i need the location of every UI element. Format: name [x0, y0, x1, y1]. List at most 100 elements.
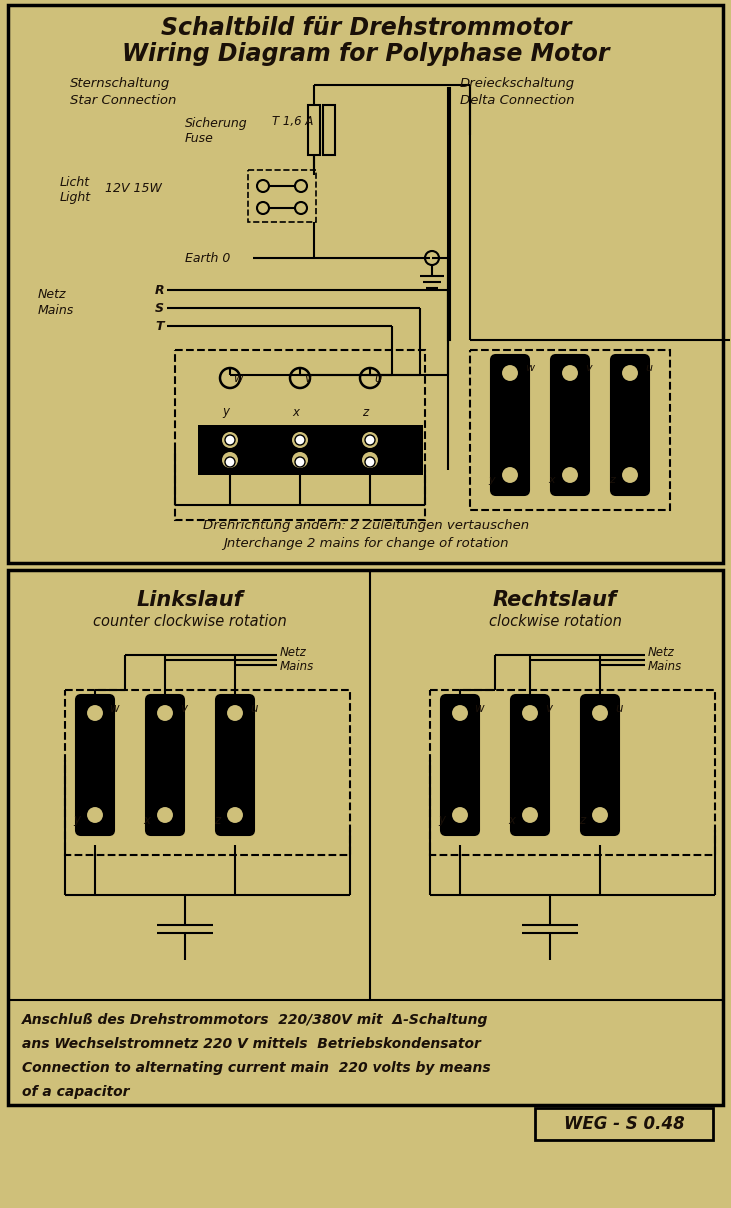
- FancyBboxPatch shape: [216, 695, 254, 835]
- Circle shape: [290, 368, 310, 388]
- Bar: [8, 5, 723, 563]
- Bar: [448, 88, 450, 339]
- Text: u: u: [615, 702, 623, 714]
- Circle shape: [591, 806, 609, 824]
- Text: Schaltbild für Drehstrommotor: Schaltbild für Drehstrommotor: [161, 16, 571, 40]
- Bar: [430, 690, 715, 855]
- Text: Connection to alternating current main  220 volts by means: Connection to alternating current main 2…: [22, 1061, 491, 1075]
- Text: Sternschaltung: Sternschaltung: [70, 77, 170, 91]
- Text: v: v: [545, 702, 552, 714]
- Circle shape: [360, 368, 380, 388]
- Text: Mains: Mains: [648, 661, 682, 674]
- Text: Star Connection: Star Connection: [70, 93, 176, 106]
- Text: y: y: [222, 406, 229, 418]
- Text: S: S: [155, 302, 164, 314]
- Text: of a capacitor: of a capacitor: [22, 1085, 129, 1099]
- Text: w: w: [234, 372, 243, 384]
- Circle shape: [501, 364, 519, 382]
- Text: x: x: [292, 406, 299, 418]
- Circle shape: [220, 368, 240, 388]
- Text: Drehrichtung ändern: 2 Zuleitungen vertauschen: Drehrichtung ändern: 2 Zuleitungen verta…: [203, 518, 529, 532]
- Text: w: w: [475, 702, 485, 714]
- Bar: [175, 350, 425, 519]
- Circle shape: [86, 704, 104, 722]
- FancyBboxPatch shape: [611, 355, 649, 495]
- Text: Light: Light: [60, 191, 91, 203]
- Circle shape: [292, 452, 308, 467]
- Text: Rechtslauf: Rechtslauf: [493, 590, 617, 610]
- Text: u: u: [250, 702, 257, 714]
- Bar: [65, 690, 350, 855]
- Circle shape: [156, 806, 174, 824]
- Text: v: v: [180, 702, 187, 714]
- Circle shape: [521, 806, 539, 824]
- Circle shape: [362, 452, 378, 467]
- Text: Licht: Licht: [60, 175, 90, 188]
- Text: counter clockwise rotation: counter clockwise rotation: [93, 615, 287, 629]
- Text: Anschluß des Drehstrommotors  220/380V mit  Δ-Schaltung: Anschluß des Drehstrommotors 220/380V mi…: [22, 1014, 488, 1027]
- Text: z: z: [609, 475, 615, 484]
- Circle shape: [362, 432, 378, 448]
- Bar: [308, 105, 320, 155]
- Circle shape: [365, 457, 375, 467]
- Text: WEG - S 0.48: WEG - S 0.48: [564, 1115, 684, 1133]
- FancyBboxPatch shape: [511, 695, 549, 835]
- Text: v: v: [585, 362, 591, 373]
- Circle shape: [257, 202, 269, 214]
- Circle shape: [295, 457, 305, 467]
- Circle shape: [257, 180, 269, 192]
- Text: Wiring Diagram for Polyphase Motor: Wiring Diagram for Polyphase Motor: [122, 42, 610, 66]
- FancyBboxPatch shape: [146, 695, 184, 835]
- Circle shape: [295, 435, 305, 445]
- Text: Sicherung: Sicherung: [185, 116, 248, 129]
- Text: clockwise rotation: clockwise rotation: [488, 615, 621, 629]
- FancyBboxPatch shape: [581, 695, 619, 835]
- Text: Linkslauf: Linkslauf: [137, 590, 243, 610]
- Text: ans Wechselstromnetz 220 V mittels  Betriebskondensator: ans Wechselstromnetz 220 V mittels Betri…: [22, 1036, 481, 1051]
- Circle shape: [621, 364, 639, 382]
- Circle shape: [156, 704, 174, 722]
- Text: R: R: [155, 284, 164, 296]
- Circle shape: [591, 704, 609, 722]
- Text: w: w: [110, 702, 120, 714]
- Text: Fuse: Fuse: [185, 132, 214, 145]
- Text: u: u: [374, 372, 382, 384]
- Text: x: x: [508, 813, 515, 826]
- FancyBboxPatch shape: [76, 695, 114, 835]
- Text: u: u: [645, 362, 652, 373]
- Circle shape: [501, 466, 519, 484]
- Text: y: y: [73, 813, 80, 826]
- Text: y: y: [438, 813, 445, 826]
- Circle shape: [561, 466, 579, 484]
- Text: z: z: [579, 813, 585, 826]
- Circle shape: [86, 806, 104, 824]
- Bar: [8, 570, 723, 1105]
- Text: v: v: [304, 372, 311, 384]
- Text: Netz: Netz: [648, 646, 675, 660]
- Text: Netz: Netz: [38, 289, 67, 302]
- Circle shape: [222, 452, 238, 467]
- Circle shape: [365, 435, 375, 445]
- Bar: [198, 425, 423, 475]
- FancyBboxPatch shape: [441, 695, 479, 835]
- Text: T: T: [155, 319, 164, 332]
- Circle shape: [561, 364, 579, 382]
- Circle shape: [521, 704, 539, 722]
- Circle shape: [295, 180, 307, 192]
- Text: z: z: [214, 813, 220, 826]
- FancyBboxPatch shape: [491, 355, 529, 495]
- Text: x: x: [143, 813, 150, 826]
- Circle shape: [226, 704, 244, 722]
- Circle shape: [226, 806, 244, 824]
- Bar: [323, 105, 335, 155]
- Circle shape: [621, 466, 639, 484]
- Text: Mains: Mains: [38, 303, 75, 316]
- Circle shape: [451, 704, 469, 722]
- Circle shape: [222, 432, 238, 448]
- Text: x: x: [548, 475, 555, 484]
- Text: Netz: Netz: [280, 646, 307, 660]
- Text: z: z: [362, 406, 368, 418]
- Text: Delta Connection: Delta Connection: [460, 93, 575, 106]
- Bar: [535, 1108, 713, 1140]
- Circle shape: [225, 435, 235, 445]
